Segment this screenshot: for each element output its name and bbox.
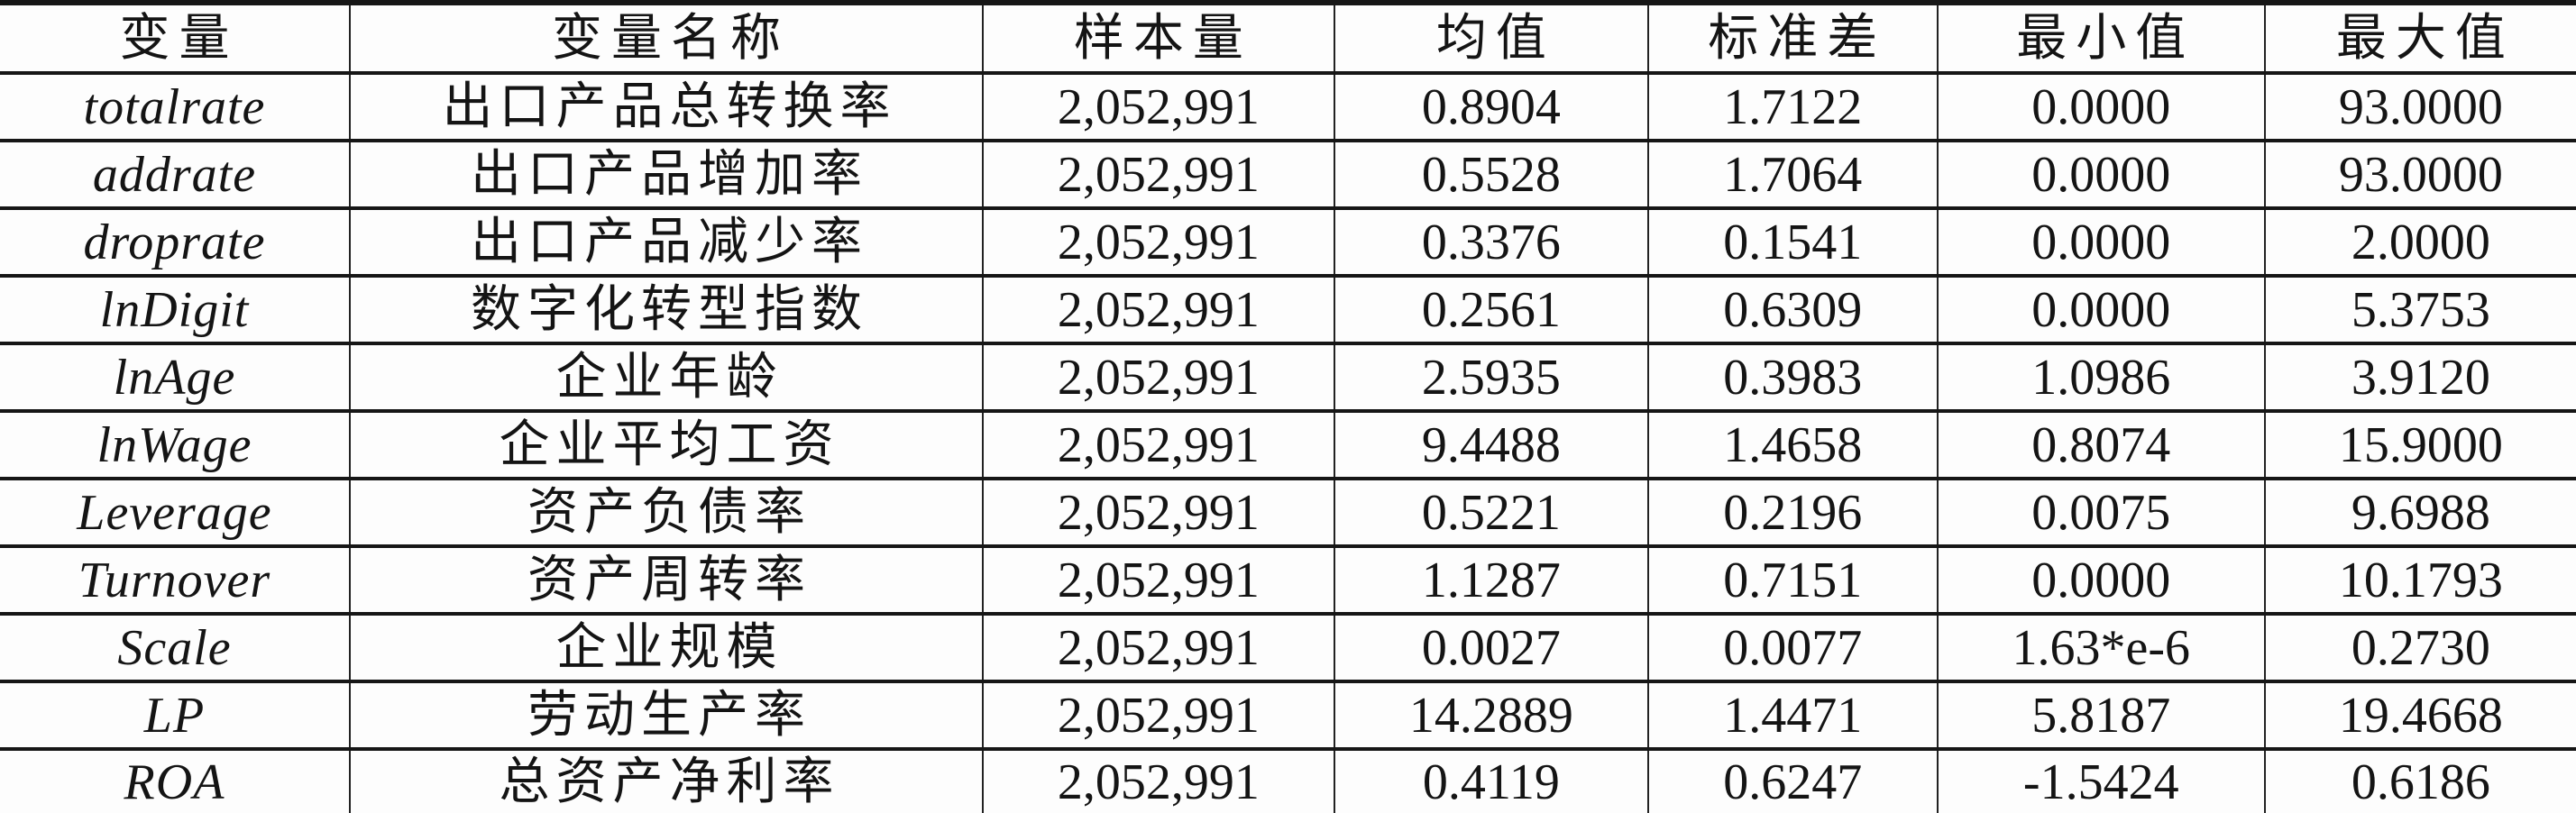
cell-min: 5.8187 [1936, 681, 2265, 751]
cell-name: 数字化转型指数 [348, 276, 983, 345]
column-header-max: 最大值 [2263, 3, 2576, 75]
cell-min: 0.0000 [1936, 546, 2265, 616]
table-row: addrate 出口产品增加率 2,052,991 0.5528 1.7064 0.000… [0, 141, 2576, 210]
cell-variable: lnAge [0, 343, 350, 413]
cell-variable: lnWage [0, 411, 350, 480]
cell-n: 2,052,991 [981, 479, 1334, 548]
cell-mean: 0.8904 [1333, 73, 1648, 142]
cell-max: 2.0000 [2263, 208, 2576, 278]
cell-min: 0.0000 [1936, 141, 2265, 210]
cell-name: 劳动生产率 [348, 681, 983, 751]
cell-mean: 0.5221 [1333, 479, 1648, 548]
header-row: 变量 变量名称 样本量 均值 标准差 最小值 最大值 [0, 3, 2576, 75]
cell-name: 企业年龄 [348, 343, 983, 413]
cell-max: 9.6988 [2263, 479, 2576, 548]
cell-sd: 0.2196 [1646, 479, 1938, 548]
cell-n: 2,052,991 [981, 141, 1334, 210]
cell-n: 2,052,991 [981, 681, 1334, 751]
cell-sd: 0.6309 [1646, 276, 1938, 345]
cell-variable: Scale [0, 614, 350, 683]
table-body: totalrate 出口产品总转换率 2,052,991 0.8904 1.7122 0.… [0, 73, 2576, 813]
table-row: lnAge 企业年龄 2,052,991 2.5935 0.3983 1.0986 3.91… [0, 343, 2576, 413]
cell-name: 企业规模 [348, 614, 983, 683]
cell-mean: 0.5528 [1333, 141, 1648, 210]
cell-variable: lnDigit [0, 276, 350, 345]
cell-n: 2,052,991 [981, 208, 1334, 278]
cell-sd: 0.1541 [1646, 208, 1938, 278]
cell-n: 2,052,991 [981, 749, 1334, 813]
cell-min: 1.0986 [1936, 343, 2265, 413]
cell-name: 资产周转率 [348, 546, 983, 616]
cell-max: 0.6186 [2263, 749, 2576, 813]
cell-max: 3.9120 [2263, 343, 2576, 413]
cell-variable: droprate [0, 208, 350, 278]
cell-n: 2,052,991 [981, 411, 1334, 480]
cell-mean: 0.4119 [1333, 749, 1648, 813]
cell-mean: 0.3376 [1333, 208, 1648, 278]
table-row: droprate 出口产品减少率 2,052,991 0.3376 0.1541 0.00… [0, 208, 2576, 278]
cell-min: 1.63*e-6 [1936, 614, 2265, 683]
cell-sd: 1.7122 [1646, 73, 1938, 142]
table-row: lnWage 企业平均工资 2,052,991 9.4488 1.4658 0.8074 1… [0, 411, 2576, 480]
cell-max: 15.9000 [2263, 411, 2576, 480]
column-header-min: 最小值 [1936, 3, 2265, 75]
cell-variable: Turnover [0, 546, 350, 616]
cell-variable: totalrate [0, 73, 350, 142]
cell-mean: 9.4488 [1333, 411, 1648, 480]
cell-n: 2,052,991 [981, 73, 1334, 142]
cell-min: 0.0000 [1936, 73, 2265, 142]
cell-min: -1.5424 [1936, 749, 2265, 813]
cell-n: 2,052,991 [981, 614, 1334, 683]
column-header-sample-size: 样本量 [981, 3, 1334, 75]
cell-max: 5.3753 [2263, 276, 2576, 345]
cell-name: 出口产品增加率 [348, 141, 983, 210]
cell-variable: ROA [0, 749, 350, 813]
cell-mean: 1.1287 [1333, 546, 1648, 616]
column-header-std-dev: 标准差 [1646, 3, 1938, 75]
cell-mean: 0.0027 [1333, 614, 1648, 683]
cell-variable: addrate [0, 141, 350, 210]
cell-n: 2,052,991 [981, 546, 1334, 616]
cell-min: 0.0000 [1936, 208, 2265, 278]
cell-name: 出口产品总转换率 [348, 73, 983, 142]
column-header-variable: 变量 [0, 3, 350, 75]
cell-variable: LP [0, 681, 350, 751]
cell-n: 2,052,991 [981, 276, 1334, 345]
cell-sd: 0.0077 [1646, 614, 1938, 683]
column-header-variable-name: 变量名称 [348, 3, 983, 75]
cell-max: 10.1793 [2263, 546, 2576, 616]
cell-mean: 0.2561 [1333, 276, 1648, 345]
cell-max: 0.2730 [2263, 614, 2576, 683]
cell-sd: 1.4471 [1646, 681, 1938, 751]
cell-name: 企业平均工资 [348, 411, 983, 480]
cell-name: 总资产净利率 [348, 749, 983, 813]
cell-variable: Leverage [0, 479, 350, 548]
cell-name: 出口产品减少率 [348, 208, 983, 278]
cell-n: 2,052,991 [981, 343, 1334, 413]
table-row: Turnover 资产周转率 2,052,991 1.1287 0.7151 0.0000… [0, 546, 2576, 616]
cell-mean: 2.5935 [1333, 343, 1648, 413]
table-row: ROA 总资产净利率 2,052,991 0.4119 0.6247 -1.5424 0.6… [0, 749, 2576, 813]
cell-mean: 14.2889 [1333, 681, 1648, 751]
cell-sd: 0.7151 [1646, 546, 1938, 616]
cell-min: 0.0075 [1936, 479, 2265, 548]
cell-sd: 0.3983 [1646, 343, 1938, 413]
table-row: Scale 企业规模 2,052,991 0.0027 0.0077 1.63*e-6 0.… [0, 614, 2576, 683]
table-row: LP 劳动生产率 2,052,991 14.2889 1.4471 5.8187 19.46… [0, 681, 2576, 751]
cell-sd: 0.6247 [1646, 749, 1938, 813]
column-header-mean: 均值 [1333, 3, 1648, 75]
cell-max: 93.0000 [2263, 73, 2576, 142]
cell-sd: 1.4658 [1646, 411, 1938, 480]
cell-max: 93.0000 [2263, 141, 2576, 210]
cell-name: 资产负债率 [348, 479, 983, 548]
table-row: totalrate 出口产品总转换率 2,052,991 0.8904 1.7122 0.… [0, 73, 2576, 142]
cell-min: 0.8074 [1936, 411, 2265, 480]
cell-min: 0.0000 [1936, 276, 2265, 345]
cell-sd: 1.7064 [1646, 141, 1938, 210]
table-row: lnDigit 数字化转型指数 2,052,991 0.2561 0.6309 0.000… [0, 276, 2576, 345]
cell-max: 19.4668 [2263, 681, 2576, 751]
table-row: Leverage 资产负债率 2,052,991 0.5221 0.2196 0.0075… [0, 479, 2576, 548]
